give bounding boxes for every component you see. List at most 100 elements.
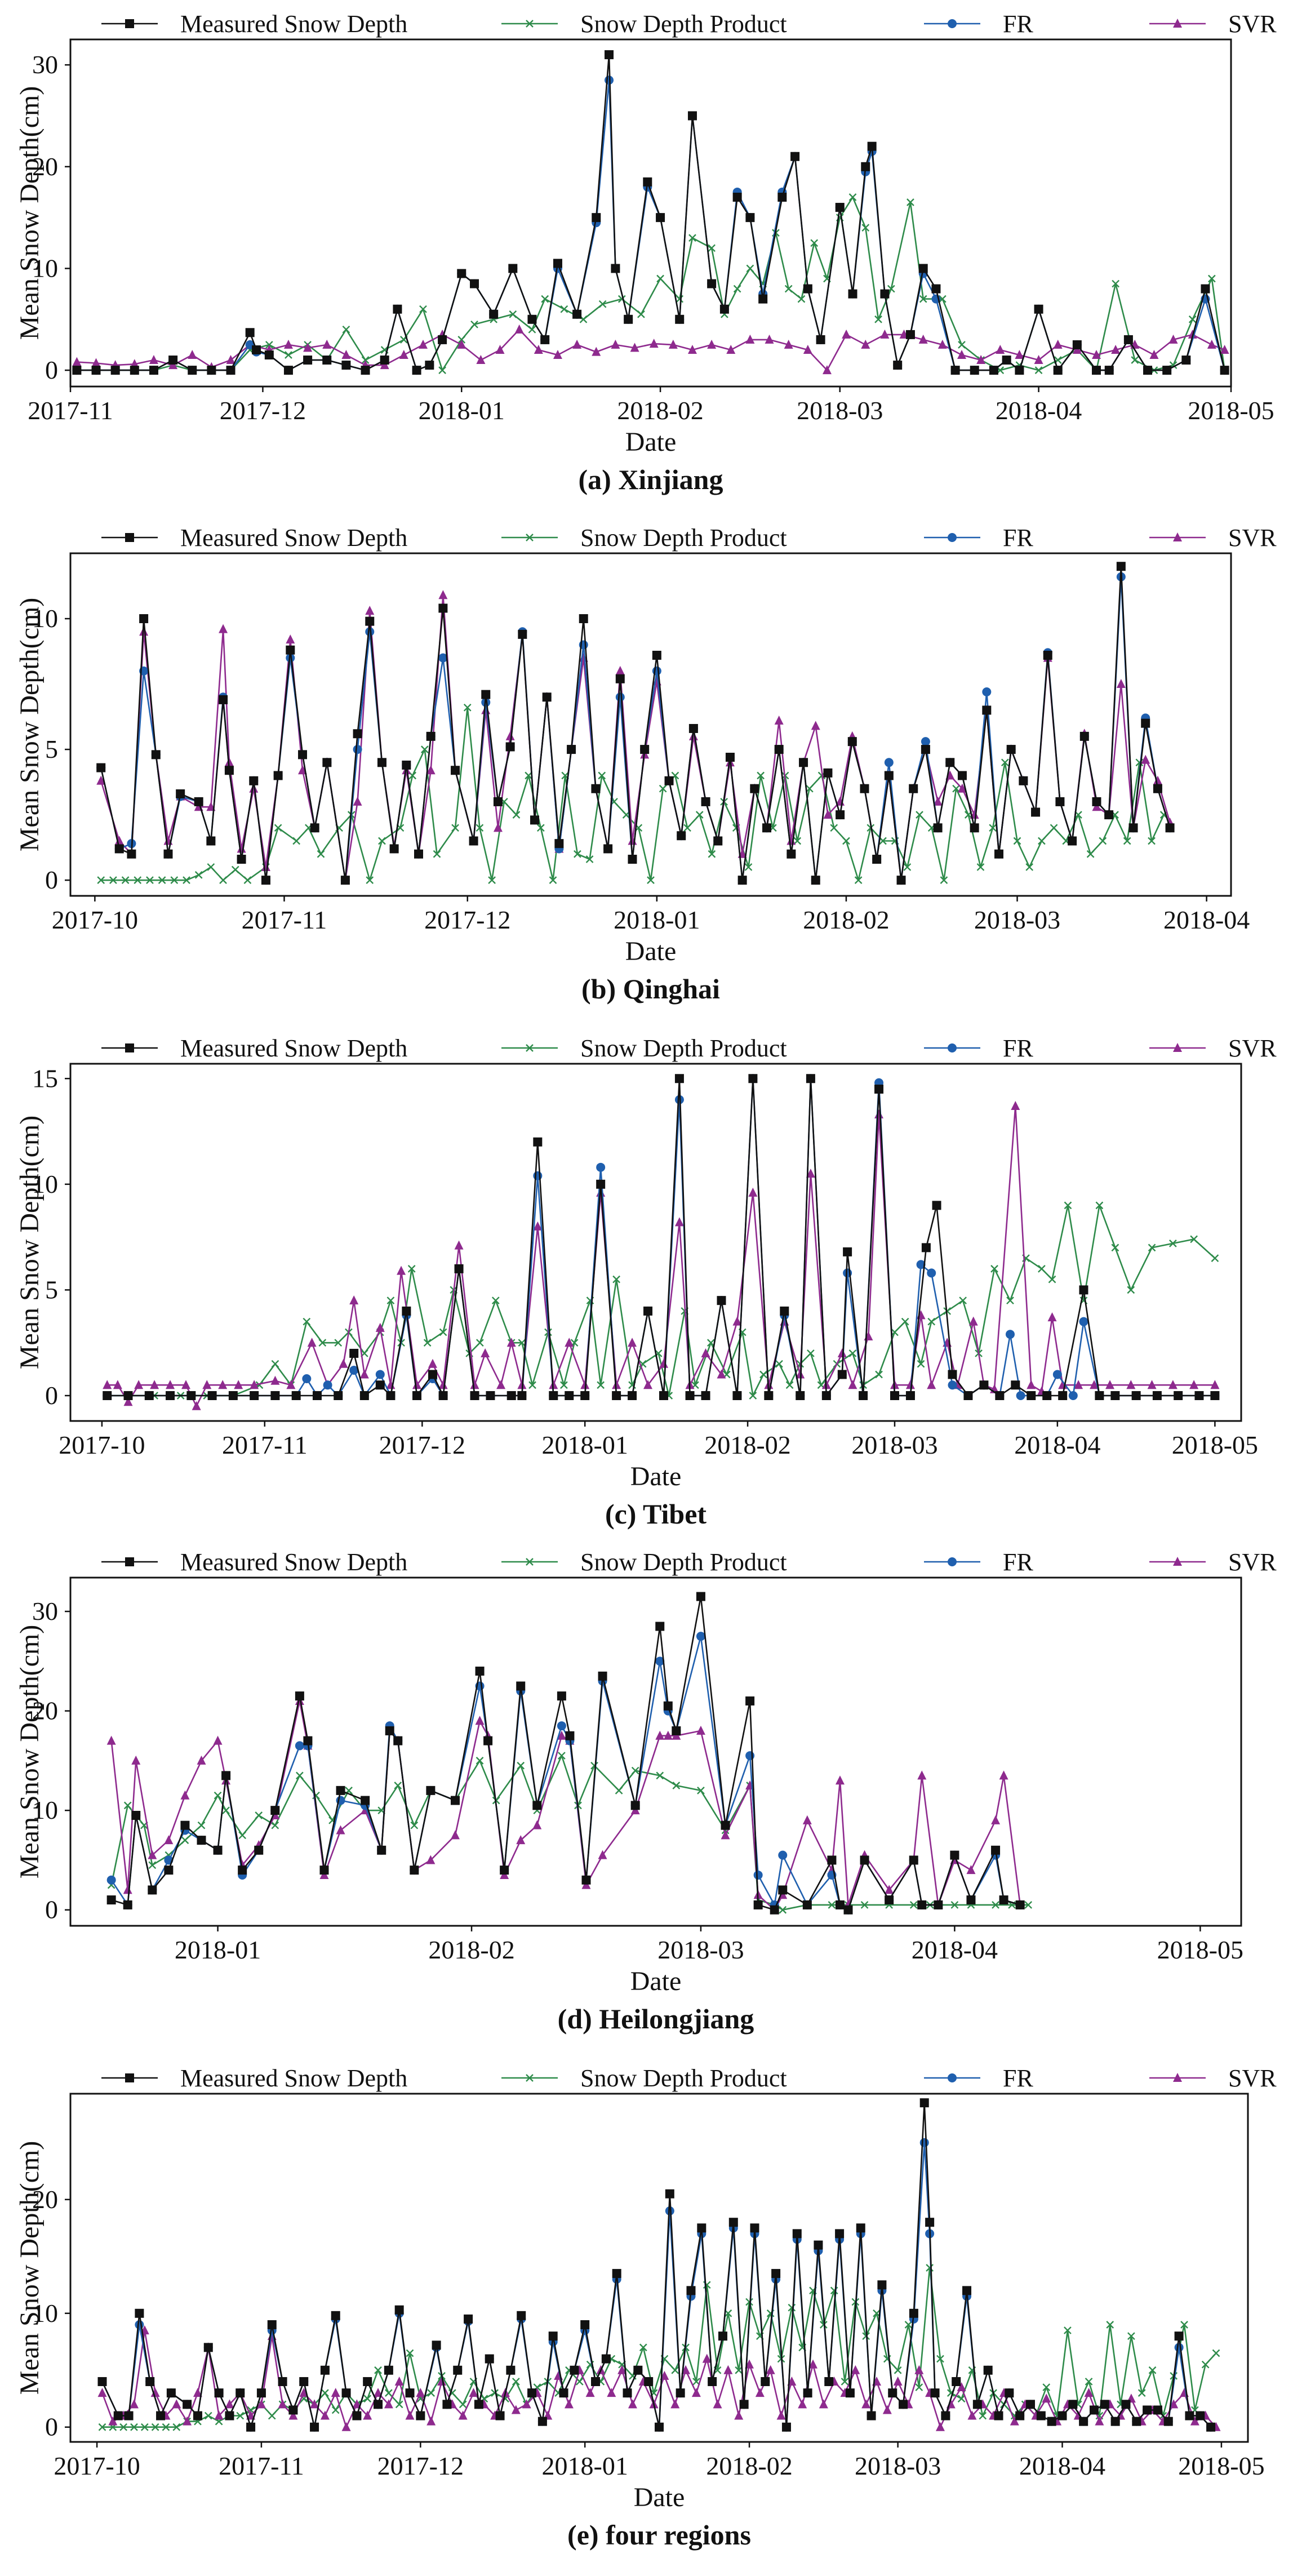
- data-point-p: [590, 1761, 598, 1770]
- data-point-s: [495, 344, 505, 354]
- legend-label-m: Measured Snow Depth: [180, 1548, 407, 1576]
- data-point-m: [1095, 1391, 1104, 1400]
- data-point-p: [901, 1317, 909, 1326]
- data-point-m: [803, 284, 812, 294]
- data-point-m: [127, 849, 136, 859]
- data-point-m: [106, 1895, 116, 1905]
- series-p: [98, 2264, 1220, 2431]
- data-point-s: [438, 1380, 448, 1389]
- series-s: [96, 590, 1175, 885]
- data-point-m: [532, 1801, 542, 1810]
- data-point-m: [148, 1885, 157, 1895]
- data-point-p: [386, 1296, 395, 1305]
- data-point-m: [745, 1696, 755, 1706]
- panel-caption: (c) Tibet: [605, 1498, 707, 1530]
- data-point-f: [557, 1721, 566, 1731]
- data-point-m: [486, 1391, 495, 1400]
- data-point-m: [278, 2377, 287, 2386]
- data-point-p: [439, 1328, 447, 1336]
- data-point-m: [393, 304, 402, 314]
- data-point-s: [630, 343, 639, 352]
- data-point-m: [322, 758, 332, 767]
- data-point-m: [163, 849, 173, 859]
- data-point-s: [1084, 2388, 1094, 2397]
- data-point-p: [979, 2411, 987, 2420]
- data-point-s: [612, 1380, 621, 1389]
- data-point-m: [721, 1820, 730, 1830]
- data-point-m: [867, 141, 877, 151]
- data-point-m: [414, 849, 423, 859]
- data-point-m: [814, 2240, 823, 2250]
- data-point-s: [193, 2388, 202, 2397]
- data-point-p: [292, 837, 301, 845]
- data-point-m: [1055, 797, 1065, 806]
- data-point-s: [885, 1885, 894, 1894]
- data-point-s: [96, 775, 106, 785]
- data-point-s: [1047, 1312, 1057, 1322]
- data-point-m: [156, 2411, 166, 2420]
- legend-label-s: SVR: [1228, 1548, 1277, 1576]
- data-point-m: [837, 1370, 847, 1379]
- x-tick-label: 2017-12: [377, 2451, 464, 2480]
- data-point-p: [992, 1901, 999, 1909]
- data-point-p: [394, 1782, 402, 1789]
- legend-marker-p: [526, 1558, 534, 1566]
- data-point-p: [361, 356, 370, 364]
- data-point-p: [317, 850, 325, 858]
- data-point-s: [687, 344, 697, 354]
- data-point-m: [303, 356, 313, 365]
- data-point-m: [611, 264, 620, 273]
- data-point-m: [361, 366, 370, 375]
- data-point-m: [527, 314, 537, 324]
- chart-panel-1: Measured Snow Depth Snow Depth Product FR S…: [15, 10, 1277, 495]
- data-point-s: [426, 1855, 436, 1864]
- x-tick-label: 2018-05: [1188, 396, 1274, 425]
- data-point-s: [914, 2365, 924, 2374]
- data-point-m: [1043, 651, 1052, 660]
- panel-caption: (d) Heilongjiang: [558, 2003, 754, 2035]
- y-tick-label: 20: [32, 1696, 58, 1725]
- data-point-m: [570, 2365, 579, 2375]
- data-point-s: [103, 1380, 112, 1389]
- data-point-m: [1128, 823, 1138, 833]
- data-point-m: [1015, 1900, 1025, 1909]
- series-line-f: [107, 1078, 1215, 1397]
- data-point-m: [412, 1391, 422, 1400]
- data-point-m: [713, 836, 723, 846]
- data-point-s: [416, 2388, 425, 2397]
- x-tick-label: 2017-10: [52, 905, 138, 934]
- data-point-m: [909, 784, 918, 793]
- data-point-p: [1127, 1286, 1135, 1294]
- data-point-p: [990, 1265, 998, 1273]
- data-point-s: [643, 1380, 653, 1389]
- legend-label-s: SVR: [1228, 524, 1277, 552]
- legend-marker-p: [526, 1044, 534, 1052]
- data-point-m: [643, 177, 652, 186]
- data-point-m: [762, 823, 771, 833]
- data-point-p: [1064, 2326, 1072, 2334]
- data-point-m: [966, 1895, 976, 1905]
- y-tick-label: 10: [32, 2299, 58, 2328]
- data-point-p: [708, 244, 716, 252]
- data-point-p: [842, 837, 850, 845]
- data-point-p: [1038, 837, 1046, 845]
- data-point-m: [950, 1850, 959, 1860]
- data-point-p: [438, 366, 446, 374]
- data-point-m: [261, 876, 270, 885]
- x-tick-label: 2018-01: [175, 1935, 261, 1964]
- data-point-p: [1148, 837, 1156, 845]
- data-point-m: [1092, 797, 1101, 806]
- x-tick-label: 2018-01: [542, 1431, 628, 1459]
- data-point-f: [375, 1370, 385, 1379]
- data-point-s: [1027, 1380, 1036, 1389]
- data-point-p: [541, 295, 549, 303]
- data-point-s: [557, 1730, 566, 1740]
- data-point-m: [123, 1900, 132, 1909]
- x-tick-label: 2018-04: [996, 396, 1082, 425]
- data-point-m: [1116, 562, 1126, 571]
- y-axis-label: Mean Snow Depth(cm): [15, 1625, 45, 1879]
- data-point-p: [525, 771, 533, 780]
- data-point-m: [628, 855, 637, 864]
- data-point-m: [1220, 366, 1229, 375]
- data-point-s: [336, 1825, 345, 1835]
